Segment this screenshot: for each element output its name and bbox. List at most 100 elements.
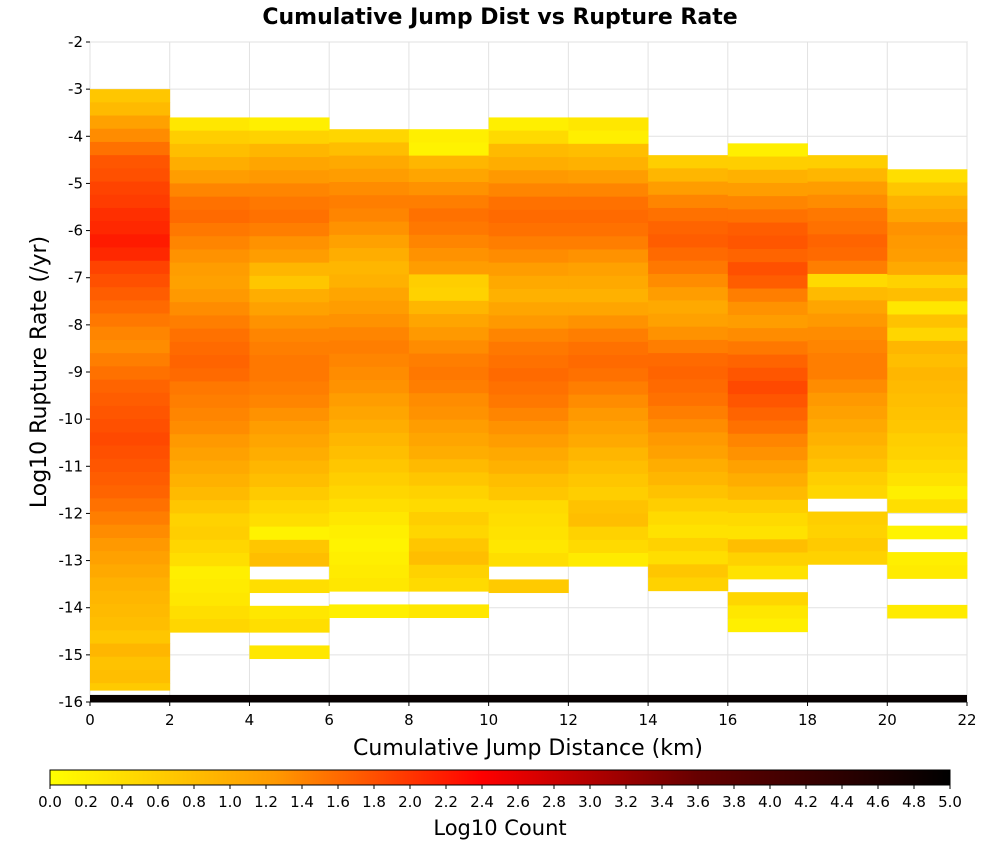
heatmap-cell (727, 499, 808, 514)
heatmap-cell (249, 183, 330, 198)
heatmap-cell (90, 300, 171, 314)
heatmap-cell (408, 578, 490, 592)
heatmap-cell (169, 434, 250, 448)
heatmap-cell (727, 156, 808, 171)
heatmap-cell (408, 406, 490, 421)
heatmap-cell (488, 209, 569, 224)
heatmap-cell (727, 446, 808, 461)
heatmap-cell (568, 223, 649, 237)
heatmap-cell (408, 182, 490, 196)
colorbar-tick-label: 1.6 (326, 793, 350, 811)
heatmap-cell (249, 249, 330, 264)
heatmap-cell (169, 341, 250, 356)
heatmap-cell (648, 419, 729, 433)
heatmap-cell (648, 524, 729, 539)
heatmap-cell (90, 630, 171, 644)
heatmap-cell (408, 129, 490, 143)
heatmap-cell (249, 421, 330, 435)
heatmap-cell (568, 117, 649, 132)
heatmap-cell (90, 287, 171, 301)
heatmap-cell (169, 553, 250, 567)
heatmap-cell (329, 446, 410, 460)
heatmap-cell (329, 485, 410, 500)
heatmap-cell (568, 341, 649, 356)
heatmap-cell (488, 275, 569, 290)
heatmap-cell (807, 419, 888, 433)
colorbar-tick-label: 3.4 (650, 793, 674, 811)
heatmap-cell (408, 564, 490, 579)
colorbar-tick-label: 3.2 (614, 793, 638, 811)
heatmap-cell (249, 381, 330, 396)
colorbar-tick-label: 2.2 (434, 793, 458, 811)
heatmap-cell (648, 564, 729, 578)
heatmap-cell (807, 485, 888, 499)
heatmap-cell (249, 341, 330, 356)
heatmap-cell (807, 392, 888, 407)
heatmap-cell (568, 473, 649, 488)
heatmap-cell (408, 248, 490, 262)
heatmap-cell (488, 487, 569, 501)
heatmap-cell (727, 354, 808, 369)
heatmap-cell (169, 513, 250, 528)
heatmap-cell (169, 473, 250, 488)
heatmap-cell (887, 208, 968, 223)
heatmap-cell (90, 551, 171, 565)
colorbar-tick-label: 4.8 (902, 793, 926, 811)
colorbar-tick-label: 1.4 (290, 793, 314, 811)
heatmap-cell (488, 130, 569, 145)
chart-title: Cumulative Jump Dist vs Rupture Rate (262, 5, 737, 30)
heatmap-cell (727, 486, 808, 501)
heatmap-cell (568, 434, 649, 448)
heatmap-cell (249, 117, 330, 132)
heatmap-cell (807, 511, 888, 526)
heatmap-cell (727, 262, 808, 276)
heatmap-cell (329, 604, 410, 619)
colorbar-tick-label: 1.0 (218, 793, 242, 811)
heatmap-cell (90, 234, 171, 248)
heatmap-cell (648, 273, 729, 288)
heatmap-cell (887, 393, 968, 408)
heatmap-cell (488, 196, 569, 211)
heatmap-cell (408, 551, 490, 566)
heatmap-cell (408, 604, 490, 619)
heatmap-cell (169, 130, 250, 145)
heatmap-cell (727, 539, 808, 553)
colorbar-tick-label: 4.0 (758, 793, 782, 811)
heatmap-cell (568, 526, 649, 541)
y-tick-label: -3 (68, 80, 83, 98)
heatmap-cell (648, 194, 729, 209)
colorbar-tick-label: 1.2 (254, 793, 278, 811)
heatmap-cell (568, 539, 649, 554)
heatmap-cell (329, 366, 410, 381)
heatmap-cell (568, 289, 649, 303)
heatmap-cell (249, 434, 330, 448)
heatmap-cell (169, 223, 250, 237)
heatmap-cell (648, 511, 729, 526)
y-tick-label: -14 (59, 599, 84, 617)
heatmap-cell (408, 221, 490, 236)
heatmap-cell (90, 89, 171, 103)
heatmap-cell (568, 275, 649, 290)
heatmap-cell (568, 421, 649, 435)
heatmap-cell (727, 407, 808, 421)
heatmap-cell (807, 313, 888, 328)
colorbar-tick-label: 0.8 (182, 793, 206, 811)
heatmap-cell (488, 341, 569, 356)
heatmap-cell (249, 645, 330, 660)
heatmap-cell (90, 379, 171, 394)
heatmap-cell (90, 194, 171, 209)
heatmap-cell (887, 288, 968, 302)
heatmap-cells (90, 89, 968, 702)
heatmap-cell (90, 392, 171, 407)
heatmap-cell (488, 368, 569, 382)
colorbar-tick-label: 3.8 (722, 793, 746, 811)
heatmap-cell (887, 499, 968, 513)
y-tick-label: -4 (68, 127, 83, 145)
heatmap-cell (887, 182, 968, 197)
heatmap-cell (408, 155, 490, 170)
colorbar-tick-label: 4.4 (830, 793, 854, 811)
heatmap-cell (169, 447, 250, 462)
heatmap-cell (329, 564, 410, 579)
heatmap-cell (887, 195, 968, 210)
heatmap-cell (727, 196, 808, 210)
